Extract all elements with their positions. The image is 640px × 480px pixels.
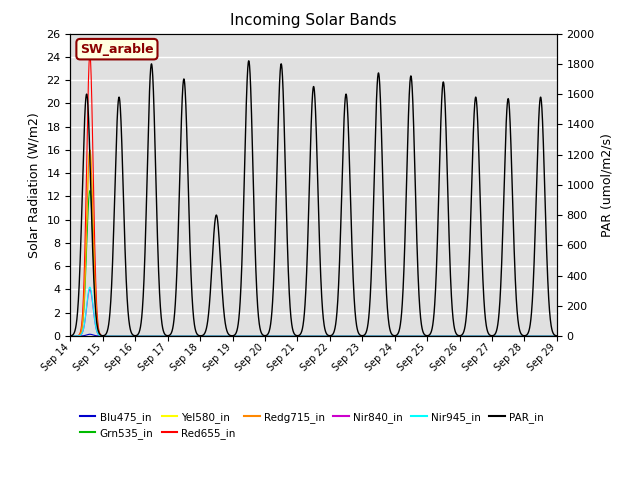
Y-axis label: PAR (umol/m2/s): PAR (umol/m2/s) [600,133,613,237]
Y-axis label: Solar Radiation (W/m2): Solar Radiation (W/m2) [28,112,41,258]
Legend: Blu475_in, Grn535_in, Yel580_in, Red655_in, Redg715_in, Nir840_in, Nir945_in, PA: Blu475_in, Grn535_in, Yel580_in, Red655_… [76,408,548,443]
Text: SW_arable: SW_arable [80,43,154,56]
Title: Incoming Solar Bands: Incoming Solar Bands [230,13,397,28]
